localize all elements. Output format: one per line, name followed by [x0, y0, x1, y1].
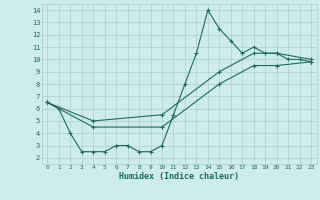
X-axis label: Humidex (Indice chaleur): Humidex (Indice chaleur) [119, 172, 239, 181]
